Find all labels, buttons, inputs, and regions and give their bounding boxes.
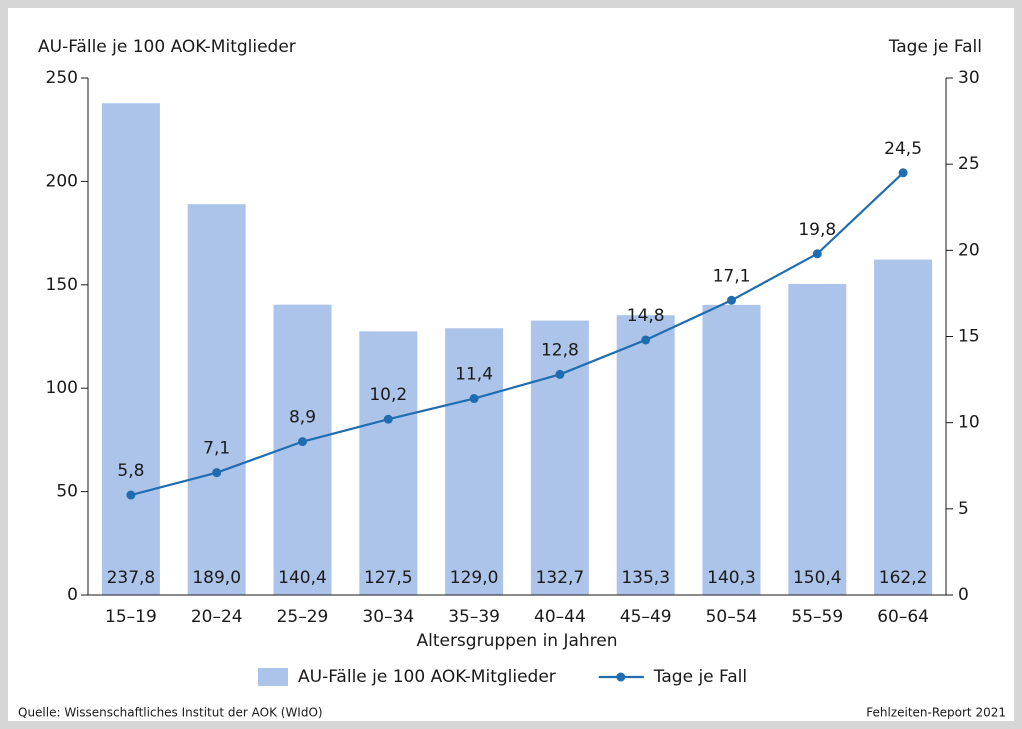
bar <box>359 331 418 595</box>
bar <box>187 204 246 595</box>
line <box>130 171 904 497</box>
bar <box>702 304 761 595</box>
line-label: 11,4 <box>455 365 493 385</box>
y2-tick-label: 15 <box>958 327 980 347</box>
x-tick-label: 35–39 <box>448 607 500 627</box>
line-point <box>727 295 736 305</box>
bar-label: 135,3 <box>621 568 670 588</box>
x-tick-label: 15–19 <box>105 607 157 627</box>
y2-axis-label: Tage je Fall <box>888 37 982 57</box>
line-label: 14,8 <box>627 306 665 326</box>
line-point <box>469 394 479 404</box>
y2-tick-label: 25 <box>958 154 980 174</box>
bar-label: 162,2 <box>879 568 928 588</box>
x-tick-label: 60–64 <box>877 607 929 627</box>
legend-dot <box>616 672 626 682</box>
bar-label: 150,4 <box>793 568 842 588</box>
legend-label: Tage je Fall <box>653 667 747 687</box>
x-tick-label: 50–54 <box>706 607 758 627</box>
y-tick-label: 50 <box>56 482 78 502</box>
y-axis-label: AU-Fälle je 100 AOK-Mitglieder <box>38 37 296 57</box>
line-label: 10,2 <box>369 385 407 405</box>
bar <box>101 103 160 595</box>
line-label: 19,8 <box>798 220 836 240</box>
line-point <box>812 249 822 259</box>
y2-tick-label: 0 <box>958 585 969 605</box>
y-tick-label: 0 <box>67 585 78 605</box>
bar <box>273 304 332 595</box>
y2-tick-label: 5 <box>958 499 969 519</box>
bar-label: 140,4 <box>278 568 327 588</box>
legend-label: AU-Fälle je 100 AOK-Mitglieder <box>298 667 556 687</box>
line-label: 5,8 <box>117 461 144 481</box>
y2-tick-label: 30 <box>958 68 980 88</box>
y-tick-label: 100 <box>46 378 78 398</box>
line-label: 12,8 <box>541 340 579 360</box>
y-tick-label: 250 <box>46 68 78 88</box>
x-tick-label: 20–24 <box>191 607 243 627</box>
legend-swatch <box>258 668 288 686</box>
line-point <box>641 335 651 345</box>
line-point <box>383 414 393 424</box>
bar <box>874 259 933 595</box>
y-tick-label: 200 <box>46 171 78 191</box>
credit: Fehlzeiten-Report 2021 <box>866 706 1006 720</box>
y-tick-label: 150 <box>46 275 78 295</box>
y2-tick-label: 20 <box>958 240 980 260</box>
bar <box>445 328 504 595</box>
line-point <box>898 168 908 178</box>
line-label: 7,1 <box>203 439 230 459</box>
bar-label: 140,3 <box>707 568 756 588</box>
bar <box>530 320 589 595</box>
source: Quelle: Wissenschaftliches Institut der … <box>18 706 323 720</box>
x-tick-label: 25–29 <box>277 607 329 627</box>
y2-tick-label: 10 <box>958 413 980 433</box>
line-label: 24,5 <box>884 139 922 159</box>
line-point <box>212 468 222 478</box>
x-tick-label: 55–59 <box>791 607 843 627</box>
x-tick-label: 40–44 <box>534 607 586 627</box>
x-axis-label: Altersgruppen in Jahren <box>416 631 617 651</box>
bar-label: 189,0 <box>192 568 241 588</box>
x-tick-label: 30–34 <box>362 607 414 627</box>
bar-label: 127,5 <box>364 568 413 588</box>
line-label: 17,1 <box>713 266 751 286</box>
line-point <box>555 369 565 379</box>
x-tick-label: 45–49 <box>620 607 672 627</box>
bar-label: 237,8 <box>107 568 156 588</box>
bar <box>616 315 675 595</box>
line-point <box>126 490 136 500</box>
bar-label: 132,7 <box>536 568 585 588</box>
bar-label: 129,0 <box>450 568 499 588</box>
line-label: 8,9 <box>289 408 316 428</box>
bar <box>788 283 847 595</box>
line-point <box>298 437 307 447</box>
